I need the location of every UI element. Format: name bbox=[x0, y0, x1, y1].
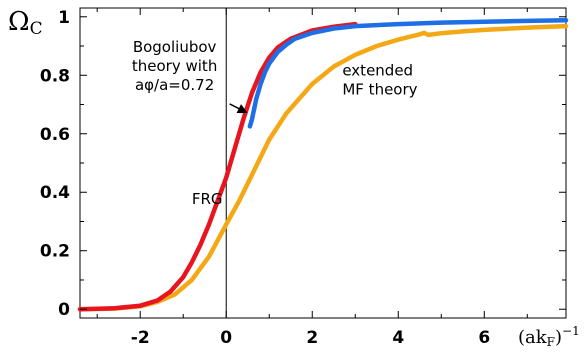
y-tick-label: 0 bbox=[58, 300, 70, 320]
x-axis-title-sub: F bbox=[547, 335, 555, 349]
x-axis-title-main: (ak bbox=[518, 327, 548, 348]
tick-layer: -2 0 2 4 6 0 0.2 0.4 0.6 0.8 1 bbox=[40, 8, 566, 348]
x-tick-label: 4 bbox=[392, 328, 404, 348]
series-line-0 bbox=[77, 21, 358, 312]
x-axis-title-sup: −1 bbox=[562, 324, 580, 338]
annotation-line: extended bbox=[342, 61, 413, 79]
y-axis-title: ΩC bbox=[8, 7, 43, 39]
annotation-line: MF theory bbox=[342, 80, 417, 98]
annotation-layer: Bogoliubov theory with aφ/a=0.72 extended MF… bbox=[132, 38, 418, 208]
annotation-bogoliubov: Bogoliubov theory with aφ/a=0.72 bbox=[132, 38, 217, 94]
y-tick-label: 0.8 bbox=[40, 66, 70, 86]
annotation-arrow bbox=[229, 103, 248, 114]
y-tick-label: 0.4 bbox=[40, 183, 70, 203]
y-tick-label: 1 bbox=[58, 8, 70, 28]
y-tick-label: 0.2 bbox=[40, 242, 70, 262]
annotation-line: FRG bbox=[192, 190, 223, 208]
y-tick-label: 0.6 bbox=[40, 125, 70, 145]
annotation-line: theory with bbox=[132, 57, 217, 75]
x-axis-title: (akF)−1 bbox=[518, 324, 580, 349]
y-axis-title-sub: C bbox=[30, 19, 43, 39]
x-tick-label: 0 bbox=[220, 328, 232, 348]
x-tick-label: -2 bbox=[131, 328, 150, 348]
series-line-2 bbox=[77, 23, 569, 312]
x-axis-title-end: ) bbox=[555, 327, 562, 348]
x-tick-label: 6 bbox=[478, 328, 490, 348]
x-tick-label: 2 bbox=[306, 328, 318, 348]
series-layer bbox=[77, 18, 569, 312]
annotation-extended: extended MF theory bbox=[342, 61, 417, 98]
series-line-1 bbox=[247, 18, 569, 129]
y-axis-title-main: Ω bbox=[8, 7, 30, 37]
annotation-frg: FRG bbox=[192, 190, 223, 208]
annotation-line: Bogoliubov bbox=[133, 38, 217, 56]
annotation-line: aφ/a=0.72 bbox=[135, 76, 214, 94]
